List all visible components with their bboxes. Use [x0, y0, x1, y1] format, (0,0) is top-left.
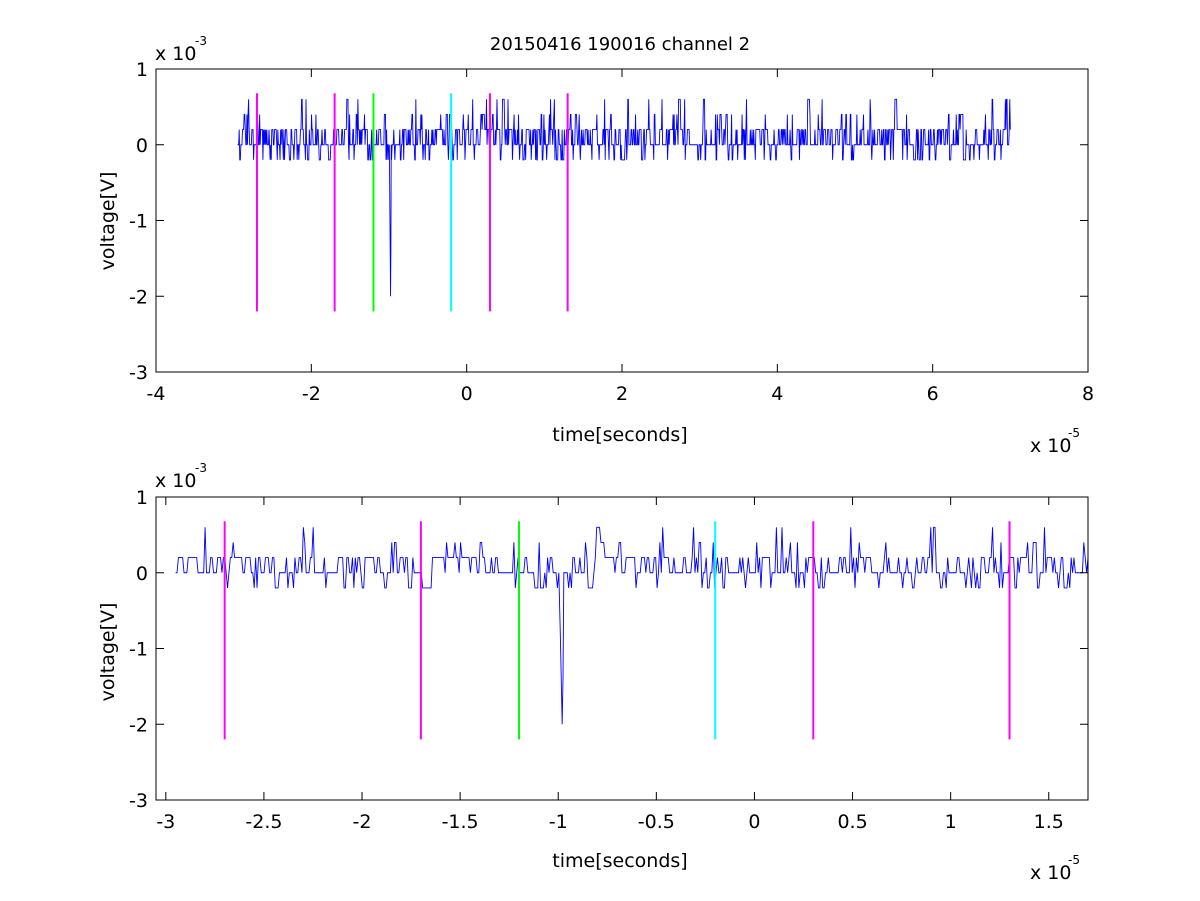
- bottom-y-tick-label: 1: [136, 487, 148, 509]
- bottom-x-exponent: x 10 -5: [1030, 853, 1080, 884]
- bottom-x-exponent-base: x 10: [1030, 862, 1071, 884]
- top-x-tick-label: -2: [302, 383, 321, 405]
- top-x-tick-label: 2: [616, 383, 628, 405]
- top-x-exponent-power: -5: [1068, 426, 1080, 440]
- bottom-x-tick-label: -2: [353, 811, 372, 833]
- top-x-exponent: x 10 -5: [1030, 426, 1080, 457]
- bottom-x-axis-label: time[seconds]: [552, 850, 687, 872]
- bottom-x-exponent-power: -5: [1068, 853, 1080, 867]
- top-y-tick-label: 0: [136, 135, 148, 157]
- top-trace-layer: [237, 98, 1011, 297]
- top-marker-layer: [255, 93, 569, 312]
- top-y-exponent-power: -3: [195, 34, 207, 48]
- bottom-x-tick-label: -3: [156, 811, 175, 833]
- top-y-tick-label: -1: [129, 211, 148, 233]
- bottom-y-exponent-base: x 10: [155, 470, 196, 492]
- top-y-tick-label: 1: [136, 59, 148, 81]
- bottom-marker-layer: [223, 521, 1011, 740]
- top-axes: -4 -2 0 2 4 6 8 -3 -2 -1 0 1 time[seconds] voltage…: [97, 34, 1094, 457]
- bottom-y-tick-label: -2: [129, 714, 148, 736]
- top-y-tick-label: -3: [129, 362, 148, 384]
- bottom-x-ticks: -3 -2.5 -2 -1.5 -1 -0.5 0 0.5 1 1.5: [156, 497, 1064, 833]
- bottom-axes: -3 -2.5 -2 -1.5 -1 -0.5 0 0.5 1 1.5 -3 -2 -1 0 1 time…: [97, 461, 1089, 884]
- bottom-x-tick-label: 1: [945, 811, 957, 833]
- bottom-y-tick-label: -3: [129, 790, 148, 812]
- top-y-tick-label: -2: [129, 286, 148, 308]
- bottom-y-exponent-power: -3: [195, 461, 207, 475]
- bottom-x-tick-label: 1.5: [1034, 811, 1064, 833]
- top-x-axis-label: time[seconds]: [552, 424, 687, 446]
- top-y-exponent: x 10 -3: [155, 34, 207, 65]
- top-x-tick-label: 0: [461, 383, 473, 405]
- figure-title: 20150416 190016 channel 2: [490, 34, 750, 55]
- bottom-y-ticks: -3 -2 -1 0 1: [129, 487, 1088, 812]
- bottom-y-axis-label: voltage[V]: [97, 603, 119, 702]
- bottom-y-tick-label: 0: [136, 563, 148, 585]
- top-x-tick-label: 4: [771, 383, 783, 405]
- top-x-tick-label: 6: [927, 383, 939, 405]
- bottom-x-tick-label: -0.5: [638, 811, 675, 833]
- top-x-tick-label: -4: [147, 383, 166, 405]
- bottom-y-tick-label: -1: [129, 639, 148, 661]
- bottom-trace-layer: [175, 526, 1089, 725]
- bottom-x-tick-label: -2.5: [245, 811, 282, 833]
- top-y-ticks: -3 -2 -1 0 1: [129, 59, 1088, 384]
- bottom-x-tick-label: -1: [549, 811, 568, 833]
- top-y-exponent-base: x 10: [155, 43, 196, 65]
- bottom-signal-trace: [175, 526, 1089, 725]
- top-signal-trace: [237, 98, 1011, 297]
- top-x-tick-label: 8: [1082, 383, 1094, 405]
- top-y-axis-label: voltage[V]: [97, 172, 119, 271]
- bottom-x-tick-label: 0: [748, 811, 760, 833]
- top-x-ticks: -4 -2 0 2 4 6 8: [147, 69, 1094, 405]
- top-x-exponent-base: x 10: [1030, 435, 1071, 457]
- bottom-y-exponent: x 10 -3: [155, 461, 207, 492]
- bottom-x-tick-label: 0.5: [837, 811, 867, 833]
- bottom-x-tick-label: -1.5: [442, 811, 479, 833]
